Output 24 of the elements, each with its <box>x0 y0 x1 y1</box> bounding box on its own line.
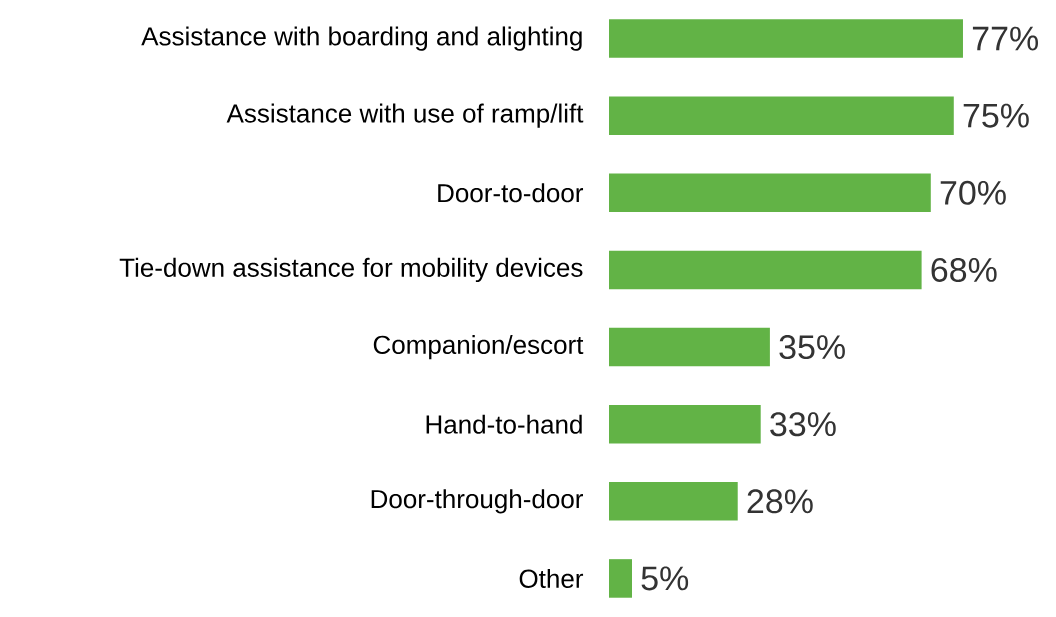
data-label: 68% <box>931 257 997 282</box>
bar <box>609 96 954 135</box>
bar <box>609 19 963 58</box>
bar <box>609 173 931 213</box>
bar <box>609 482 738 521</box>
y-tick-label: Other <box>519 568 584 588</box>
data-label: 70% <box>940 180 1006 205</box>
y-tick-label: Assistance with boarding and alighting <box>141 26 582 51</box>
data-label: 75% <box>963 103 1029 128</box>
y-tick-label: Tie-down assistance for mobility devices <box>119 257 583 283</box>
bar <box>609 250 922 290</box>
y-tick-label: Door-through-door <box>371 489 584 514</box>
y-tick-label: Companion/escort <box>373 334 584 360</box>
data-label: 5% <box>641 566 689 591</box>
y-tick-label: Assistance with use of ramp/lift <box>226 103 584 128</box>
y-tick-label: Hand-to-hand <box>426 414 582 434</box>
data-label: 77% <box>972 26 1038 51</box>
bar <box>609 559 632 598</box>
y-tick-label: Door-to-door <box>438 183 584 203</box>
data-label: 28% <box>747 489 813 514</box>
bar <box>609 404 761 444</box>
data-label: 33% <box>770 412 836 437</box>
bar <box>609 327 770 367</box>
data-label: 35% <box>779 335 845 360</box>
